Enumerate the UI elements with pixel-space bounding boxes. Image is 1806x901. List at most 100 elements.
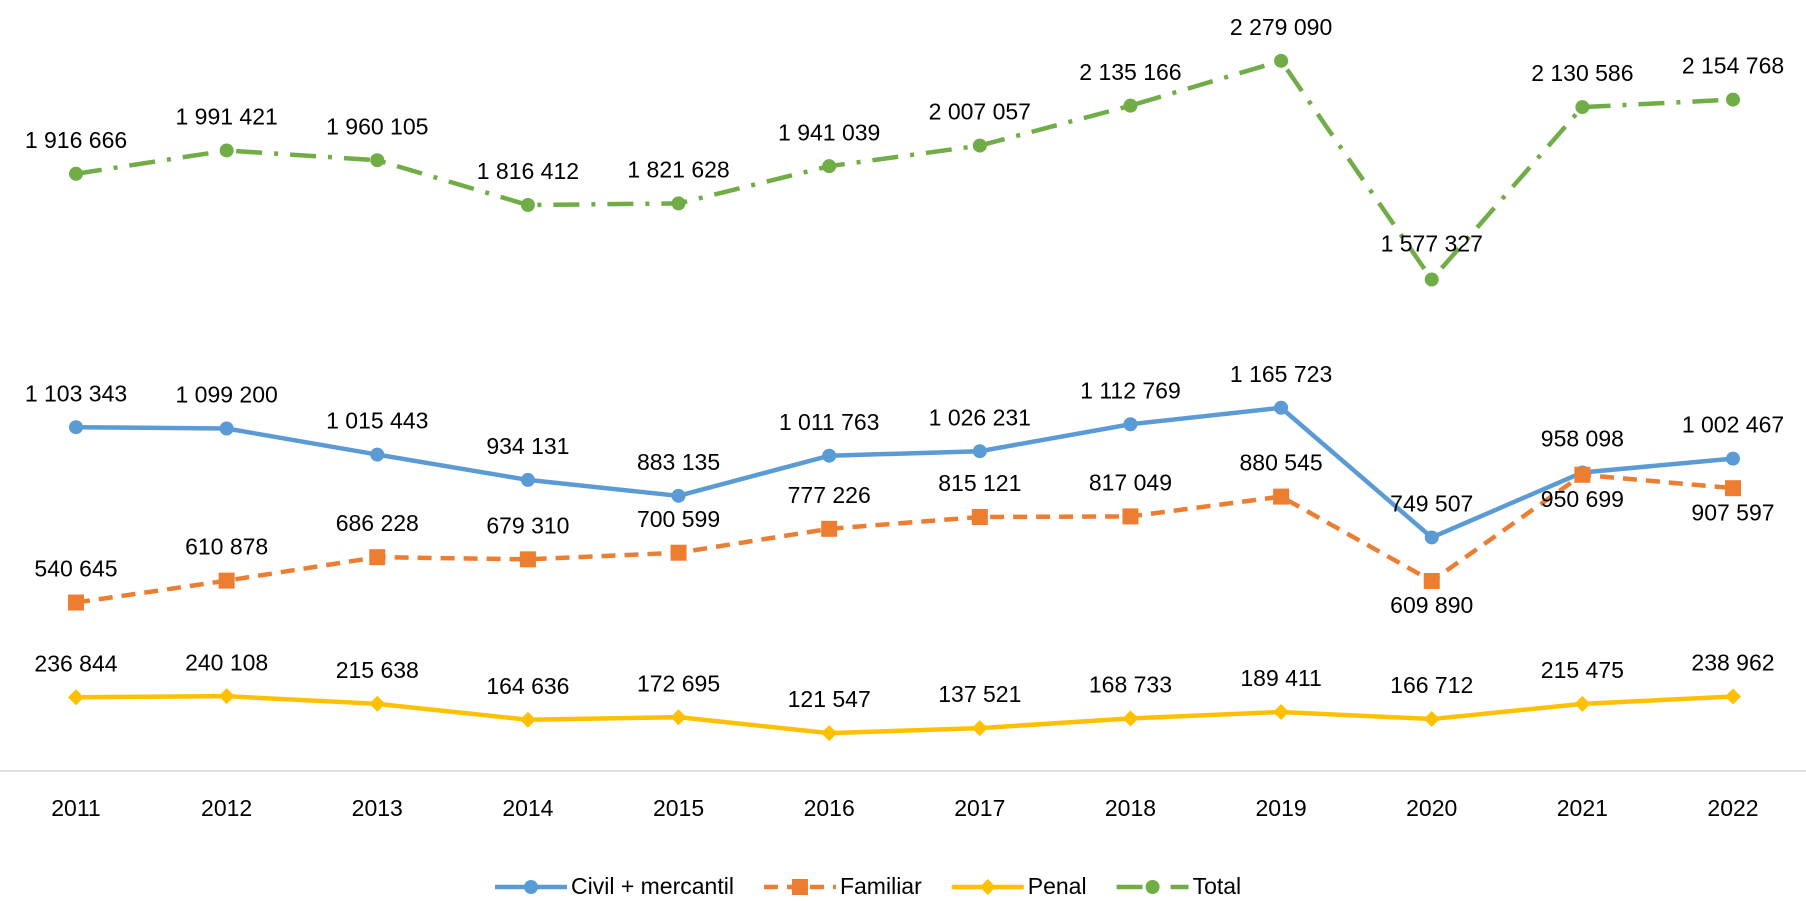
data-point — [519, 551, 536, 568]
data-point — [1122, 710, 1139, 727]
series-line — [75, 405, 1734, 541]
x-tick-label: 2022 — [1707, 795, 1758, 821]
legend-marker — [1145, 880, 1160, 894]
data-point — [520, 198, 535, 213]
legend-marker — [524, 880, 538, 894]
data-point — [520, 472, 535, 487]
data-label: 2 154 768 — [1682, 53, 1784, 79]
data-label: 686 228 — [336, 510, 419, 536]
data-label: 1 002 467 — [1682, 412, 1784, 438]
data-label: 540 645 — [34, 556, 117, 582]
data-label: 610 878 — [185, 534, 268, 560]
data-label: 1 816 412 — [477, 158, 579, 184]
data-point — [971, 720, 988, 737]
data-point — [821, 725, 838, 742]
data-point — [68, 594, 84, 611]
data-label: 1 577 327 — [1381, 231, 1483, 257]
data-label: 215 475 — [1541, 657, 1624, 683]
data-point — [972, 138, 987, 153]
data-label: 950 699 — [1541, 486, 1624, 512]
data-label: 2 007 057 — [929, 99, 1031, 125]
data-label: 240 108 — [185, 649, 268, 675]
data-label: 2 130 586 — [1531, 60, 1633, 86]
data-point — [1123, 417, 1138, 432]
data-point — [369, 695, 386, 712]
data-point — [821, 520, 838, 537]
data-point — [218, 572, 235, 589]
x-tick-label: 2012 — [201, 795, 252, 821]
data-label: 164 636 — [486, 673, 569, 699]
data-point — [219, 421, 234, 436]
data-point — [1423, 711, 1440, 728]
data-point — [670, 709, 687, 726]
legend-label: Familiar — [840, 873, 922, 899]
x-tick-label: 2013 — [352, 795, 403, 821]
data-label: 907 597 — [1691, 499, 1774, 525]
data-label: 1 026 231 — [929, 404, 1031, 430]
data-label: 121 547 — [788, 686, 871, 712]
data-label: 958 098 — [1541, 426, 1624, 452]
data-point — [1574, 466, 1591, 483]
data-label: 679 310 — [486, 512, 569, 538]
data-point — [1274, 53, 1289, 68]
x-tick-label: 2017 — [954, 795, 1005, 821]
data-point — [218, 688, 235, 705]
data-point — [519, 711, 536, 728]
data-label: 1 165 723 — [1230, 361, 1332, 387]
data-label: 236 844 — [34, 650, 117, 676]
data-label: 1 821 628 — [627, 156, 729, 182]
data-point — [219, 143, 234, 158]
x-tick-label: 2015 — [653, 795, 704, 821]
data-label: 700 599 — [637, 506, 720, 532]
data-label: 189 411 — [1240, 665, 1321, 691]
data-label: 777 226 — [788, 482, 871, 508]
x-tick-label: 2021 — [1557, 795, 1608, 821]
data-label: 1 941 039 — [778, 119, 880, 145]
legend-marker — [791, 879, 808, 895]
data-point — [670, 544, 687, 561]
data-point — [822, 448, 837, 463]
data-label: 749 507 — [1390, 491, 1473, 517]
data-label: 1 099 200 — [175, 382, 277, 408]
legend-marker — [979, 879, 996, 895]
data-label: 238 962 — [1691, 650, 1774, 676]
data-label: 2 279 090 — [1230, 14, 1332, 40]
series-line — [75, 58, 1734, 284]
data-label: 817 049 — [1089, 469, 1172, 495]
data-point — [1423, 572, 1440, 589]
x-tick-label: 2019 — [1256, 795, 1307, 821]
data-label: 168 733 — [1089, 672, 1172, 698]
data-point — [822, 159, 837, 174]
data-point — [1726, 92, 1740, 107]
data-point — [1725, 688, 1741, 705]
data-point — [1123, 98, 1138, 113]
data-point — [69, 420, 83, 435]
data-label: 172 695 — [637, 670, 720, 696]
data-label: 1 960 105 — [326, 113, 428, 139]
data-point — [1273, 703, 1290, 720]
data-point — [671, 488, 686, 503]
x-tick-label: 2018 — [1105, 795, 1156, 821]
data-label: 1 011 763 — [779, 409, 880, 435]
data-label: 215 638 — [336, 657, 419, 683]
data-point — [370, 153, 385, 168]
data-label: 137 521 — [938, 681, 1021, 707]
data-label: 2 135 166 — [1079, 59, 1181, 85]
data-point — [972, 444, 987, 459]
data-label: 609 890 — [1390, 592, 1473, 618]
legend-label: Civil + mercantil — [571, 873, 734, 899]
data-label: 883 135 — [637, 449, 720, 475]
data-point — [1273, 488, 1290, 505]
data-point — [369, 549, 386, 566]
x-tick-label: 2014 — [502, 795, 553, 821]
data-point — [370, 447, 385, 462]
data-point — [971, 509, 988, 526]
data-point — [1726, 451, 1740, 466]
data-point — [68, 689, 84, 706]
legend-label: Total — [1193, 873, 1242, 899]
data-point — [671, 196, 686, 211]
x-tick-label: 2016 — [804, 795, 855, 821]
x-tick-label: 2020 — [1406, 795, 1457, 821]
data-point — [1575, 100, 1590, 115]
data-label: 1 103 343 — [25, 380, 127, 406]
